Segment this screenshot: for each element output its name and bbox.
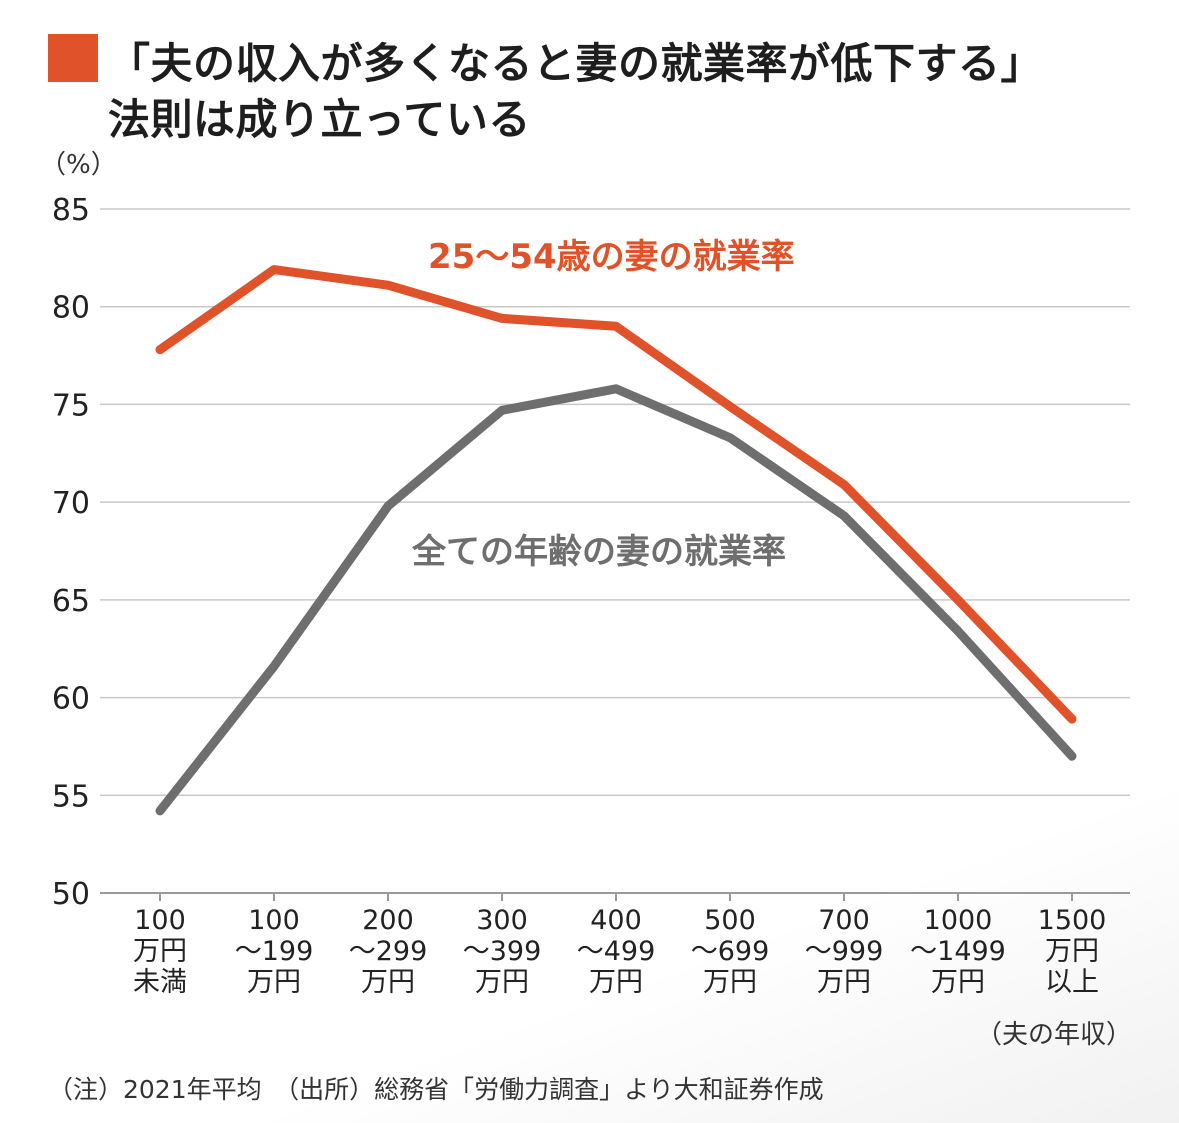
- x-tick-label-5: 500 ～699 万円: [691, 905, 770, 998]
- x-tick-label-2: 200 ～299 万円: [349, 905, 428, 998]
- x-tick-label-7: 1000 ～1499 万円: [910, 905, 1006, 998]
- y-tick-label-60: 60: [52, 682, 90, 717]
- y-tick-labels: 50 55 60 65 70 75 80 85: [52, 193, 90, 912]
- title-line-1: 「夫の収入が多くなると妻の就業率が低下する」: [108, 39, 1044, 88]
- x-tick-labels: 100 万円未満 100 ～199 万円 200 ～299 万円 300 ～399 万円 400 ～49…: [133, 893, 1106, 998]
- y-tick-label-65: 65: [52, 584, 90, 619]
- y-tick-label-75: 75: [52, 388, 90, 423]
- x-axis-label: （夫の年収）: [976, 1020, 1132, 1050]
- x-tick-label-0: 100 万円未満: [133, 905, 187, 998]
- series-lines: [155, 265, 1077, 816]
- x-tick-label-4: 400 ～499 万円: [577, 905, 656, 998]
- y-tick-label-80: 80: [52, 291, 90, 326]
- y-tick-label-70: 70: [52, 486, 90, 521]
- x-tick-label-1: 100 ～199 万円: [235, 905, 314, 998]
- y-tick-label-85: 85: [52, 193, 90, 228]
- y-tick-label-55: 55: [52, 779, 90, 814]
- x-tick-label-8: 1500 万円以上: [1038, 905, 1107, 998]
- x-tick-label-3: 300 ～399 万円: [463, 905, 542, 998]
- y-axis-unit-label: （%）: [40, 150, 117, 180]
- series-line-0: [155, 265, 1077, 724]
- series-label-wives-25-54: 25～54歳の妻の就業率: [428, 237, 795, 277]
- y-tick-label-50: 50: [52, 877, 90, 912]
- title-marker-square: [48, 34, 98, 82]
- title-line-2: 法則は成り立っている: [108, 95, 531, 144]
- source-footnote: （注）2021年平均 （出所）総務省「労働力調査」より大和証券作成: [48, 1075, 824, 1104]
- x-tick-label-6: 700 ～999 万円: [805, 905, 884, 998]
- series-label-all-wives: 全ての年齢の妻の就業率: [411, 532, 786, 572]
